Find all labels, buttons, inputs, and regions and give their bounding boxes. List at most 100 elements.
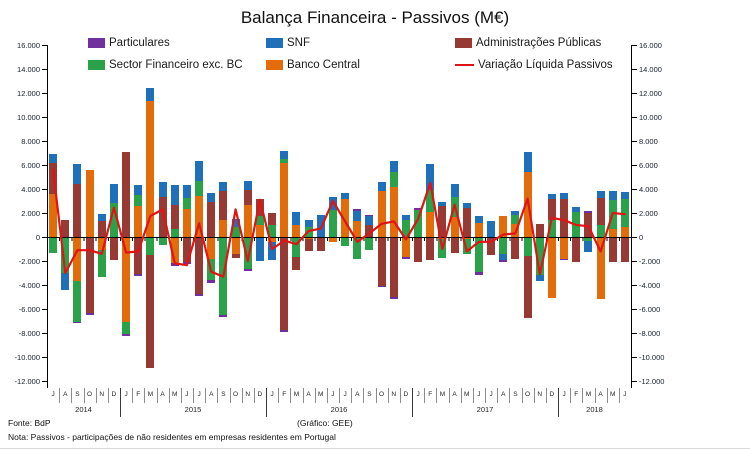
y-axis-label: 10.000 bbox=[639, 113, 662, 122]
bar-segment bbox=[401, 257, 410, 260]
month-separator bbox=[326, 388, 328, 403]
y-axis-label: -6.000 bbox=[639, 305, 661, 314]
bar-segment bbox=[292, 225, 301, 237]
month-label: O bbox=[233, 391, 239, 398]
y-axis-label: -4.000 bbox=[18, 281, 40, 290]
bar-segment bbox=[450, 237, 459, 253]
y-tick-left bbox=[42, 381, 47, 382]
bar-segment bbox=[207, 201, 216, 237]
bar-segment bbox=[73, 237, 82, 281]
month-label: S bbox=[513, 391, 518, 398]
bar-segment bbox=[365, 237, 374, 251]
bar-segment bbox=[170, 237, 179, 264]
month-label: M bbox=[439, 391, 446, 398]
month-separator bbox=[363, 388, 365, 403]
bar-segment bbox=[134, 184, 143, 195]
y-tick-left bbox=[42, 333, 47, 334]
bar-segment bbox=[365, 214, 374, 216]
y-axis-label: 0 bbox=[35, 233, 40, 242]
bar-segment bbox=[596, 237, 605, 299]
chart-title: Balança Financeira - Passivos (M€) bbox=[240, 8, 510, 27]
footer-note: Nota: Passivos - participações de não re… bbox=[8, 432, 336, 442]
bar-segment bbox=[462, 202, 471, 208]
bar-segment bbox=[134, 274, 143, 276]
year-label: 2016 bbox=[330, 405, 348, 414]
month-separator bbox=[497, 388, 499, 403]
bar-segment bbox=[426, 190, 435, 212]
month-label: J bbox=[416, 391, 420, 398]
bar-segment bbox=[219, 182, 228, 192]
bar-segment bbox=[511, 237, 520, 259]
month-label: N bbox=[537, 391, 543, 398]
legend-color-swatch bbox=[88, 38, 105, 48]
month-label: J bbox=[343, 391, 347, 398]
month-separator bbox=[205, 388, 207, 403]
bar-segment bbox=[134, 206, 143, 237]
line-layer bbox=[51, 168, 627, 278]
month-separator bbox=[83, 388, 85, 403]
bar-segment bbox=[146, 255, 155, 368]
legend-entry: Banco Central bbox=[266, 58, 360, 72]
y-axis-label: -8.000 bbox=[18, 329, 40, 338]
bar-segment bbox=[97, 221, 106, 237]
bar-segment bbox=[280, 237, 289, 330]
month-separator bbox=[594, 388, 596, 403]
legend-line-swatch bbox=[455, 64, 474, 66]
bar-segment bbox=[377, 191, 386, 237]
bar-segment bbox=[170, 205, 179, 229]
bar-segment bbox=[547, 219, 556, 237]
month-label: J bbox=[270, 391, 274, 398]
bar-segment bbox=[608, 237, 617, 263]
month-label: M bbox=[147, 391, 154, 398]
bar-segment bbox=[280, 150, 289, 159]
month-label: S bbox=[221, 391, 226, 398]
month-label: O bbox=[379, 391, 385, 398]
bar-segment bbox=[304, 219, 313, 227]
bar-segment bbox=[268, 241, 277, 260]
bar-segment bbox=[596, 198, 605, 225]
bar-segment bbox=[316, 237, 325, 252]
month-label: J bbox=[185, 391, 189, 398]
footer-credit: (Gráfico: GEE) bbox=[297, 418, 353, 428]
legend-entry: Administrações Públicas bbox=[455, 36, 601, 50]
month-label: A bbox=[63, 391, 68, 398]
bar-segment bbox=[158, 181, 167, 197]
bar-segment bbox=[353, 221, 362, 237]
bar-segment bbox=[49, 154, 58, 163]
bar-segment bbox=[207, 280, 216, 283]
bar-segment bbox=[195, 196, 204, 237]
legend-label: Particulares bbox=[109, 37, 170, 49]
bar-segment bbox=[487, 237, 496, 255]
bar-segment bbox=[109, 237, 118, 260]
bar-segment bbox=[560, 193, 569, 199]
month-separator bbox=[59, 388, 61, 403]
bar-segment bbox=[207, 193, 216, 202]
bar-segment bbox=[608, 228, 617, 237]
bar-segment bbox=[584, 213, 593, 237]
month-separator bbox=[290, 388, 292, 403]
bar-segment bbox=[219, 219, 228, 237]
month-separator bbox=[399, 388, 401, 403]
bar-segment bbox=[499, 216, 508, 237]
month-separator bbox=[156, 388, 158, 403]
bar-segment bbox=[365, 225, 374, 237]
y-tick-left bbox=[42, 237, 47, 238]
bar-segment bbox=[560, 198, 569, 237]
month-separator bbox=[545, 388, 547, 403]
month-separator bbox=[302, 388, 304, 403]
bar-segment bbox=[97, 249, 106, 278]
legend-label: Banco Central bbox=[287, 59, 360, 71]
bar-segment bbox=[134, 195, 143, 207]
bar-segment bbox=[109, 183, 118, 204]
bar-segment bbox=[243, 204, 252, 237]
bar-segment bbox=[49, 193, 58, 237]
y-axis-label: -4.000 bbox=[639, 281, 661, 290]
month-label: M bbox=[293, 391, 300, 398]
bar-segment bbox=[109, 203, 118, 237]
y-axis-label: 6.000 bbox=[639, 161, 658, 170]
bar-segment bbox=[170, 228, 179, 237]
y-axis-label: -2.000 bbox=[18, 257, 40, 266]
bar-segment bbox=[377, 181, 386, 192]
bar-segment bbox=[608, 191, 617, 201]
month-separator bbox=[193, 388, 194, 403]
